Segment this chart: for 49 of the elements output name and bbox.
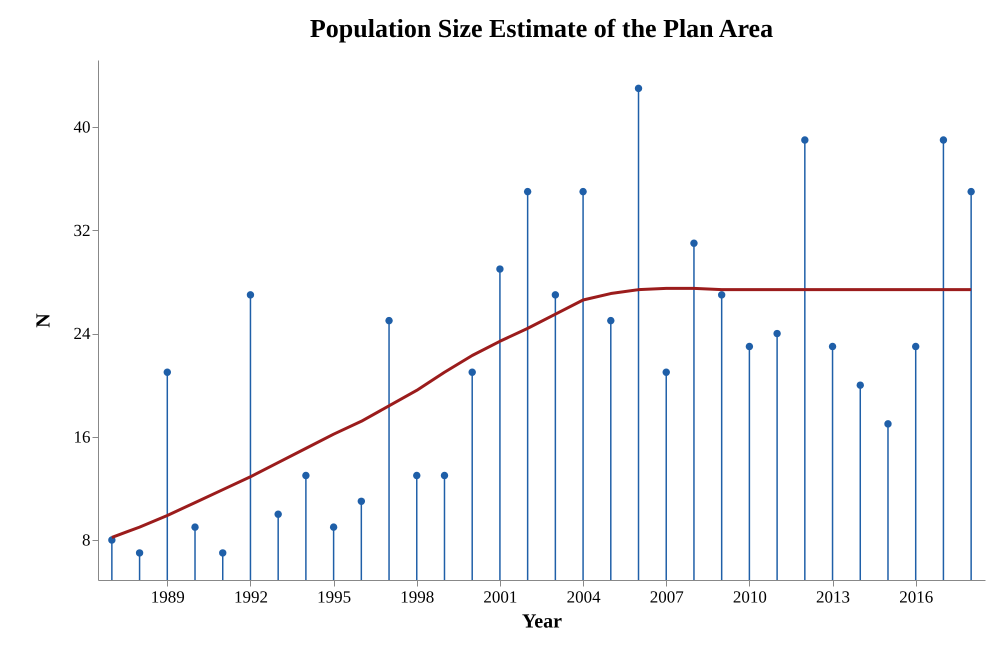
point: [579, 188, 587, 196]
y-tick-label: 40: [74, 118, 90, 137]
point: [912, 342, 920, 350]
point: [413, 472, 420, 480]
x-tick-label: 1995: [317, 588, 352, 606]
point: [191, 523, 199, 531]
point: [801, 136, 809, 144]
x-tick-label: 2010: [732, 588, 767, 606]
point: [524, 188, 532, 196]
point: [607, 316, 615, 324]
point: [246, 291, 254, 299]
x-axis-title: Year: [522, 610, 562, 632]
x-tick-label: 1992: [234, 588, 268, 606]
point: [468, 368, 476, 376]
y-tick-label: 24: [74, 324, 91, 344]
point: [690, 240, 698, 247]
point: [552, 291, 560, 299]
x-tick-label: 1989: [150, 588, 185, 606]
point: [385, 316, 393, 324]
x-tick-label: 2016: [899, 588, 934, 606]
point: [773, 330, 781, 338]
y-tick-label: 16: [74, 427, 90, 446]
point: [164, 368, 172, 376]
y-axis-title: N: [32, 312, 54, 328]
point: [634, 84, 642, 92]
point: [746, 342, 754, 350]
point: [828, 342, 836, 350]
point: [662, 368, 670, 376]
point: [884, 420, 892, 428]
x-tick-label: 2007: [650, 588, 684, 606]
point: [330, 523, 338, 531]
x-tick-label: 2013: [816, 588, 850, 606]
point: [856, 381, 864, 389]
point: [136, 549, 144, 557]
point: [496, 265, 504, 273]
point: [219, 549, 226, 557]
y-tick-label: 32: [74, 220, 90, 240]
point: [940, 136, 948, 144]
point: [718, 291, 726, 299]
chart-title: Population Size Estimate of the Plan Area: [310, 14, 774, 43]
x-tick-label: 2004: [566, 588, 602, 606]
point: [440, 472, 448, 480]
point: [302, 472, 310, 480]
x-tick-label: 2001: [483, 588, 518, 606]
y-tick-label: 8: [82, 530, 90, 550]
point: [358, 498, 366, 505]
point: [967, 188, 975, 196]
point: [274, 510, 282, 518]
x-tick-label: 1998: [400, 588, 434, 606]
